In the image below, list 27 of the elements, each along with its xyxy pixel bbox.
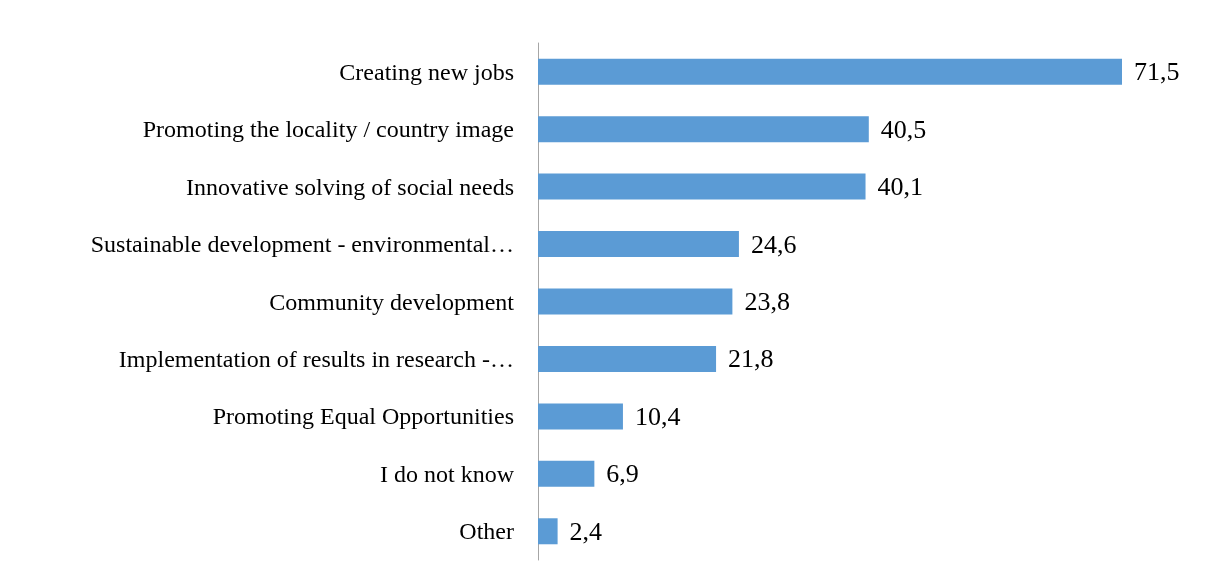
data-label: 10,4 [634,401,681,431]
y-tick-label: Promoting Equal Opportunities [212,403,514,430]
bar [538,345,717,372]
bar [538,231,739,258]
y-tick-label: I do not know [380,460,515,487]
data-label: 2,4 [569,516,603,546]
bar [538,518,558,545]
data-label: 40,5 [880,114,927,144]
bar [538,116,869,143]
data-label: 24,6 [750,229,797,259]
y-tick-label: Sustainable development - environmental… [90,231,514,258]
y-tick-label: Promoting the locality / country image [142,116,514,143]
y-tick-label: Creating new jobs [339,58,514,85]
data-label: 40,1 [877,172,924,202]
y-tick-label: Community development [269,288,515,315]
y-tick-label: Innovative solving of social needs [186,173,514,200]
data-label: 21,8 [728,344,774,374]
bar [538,403,623,430]
data-label: 23,8 [744,287,790,316]
bar [538,460,595,487]
data-label: 71,5 [1134,57,1180,87]
y-tick-label: Other [459,518,514,545]
bar [538,58,1122,85]
bar [538,173,866,200]
y-tick-label: Implementation of results in research -… [118,345,514,372]
data-label: 6,9 [606,459,639,489]
bar [538,288,733,315]
